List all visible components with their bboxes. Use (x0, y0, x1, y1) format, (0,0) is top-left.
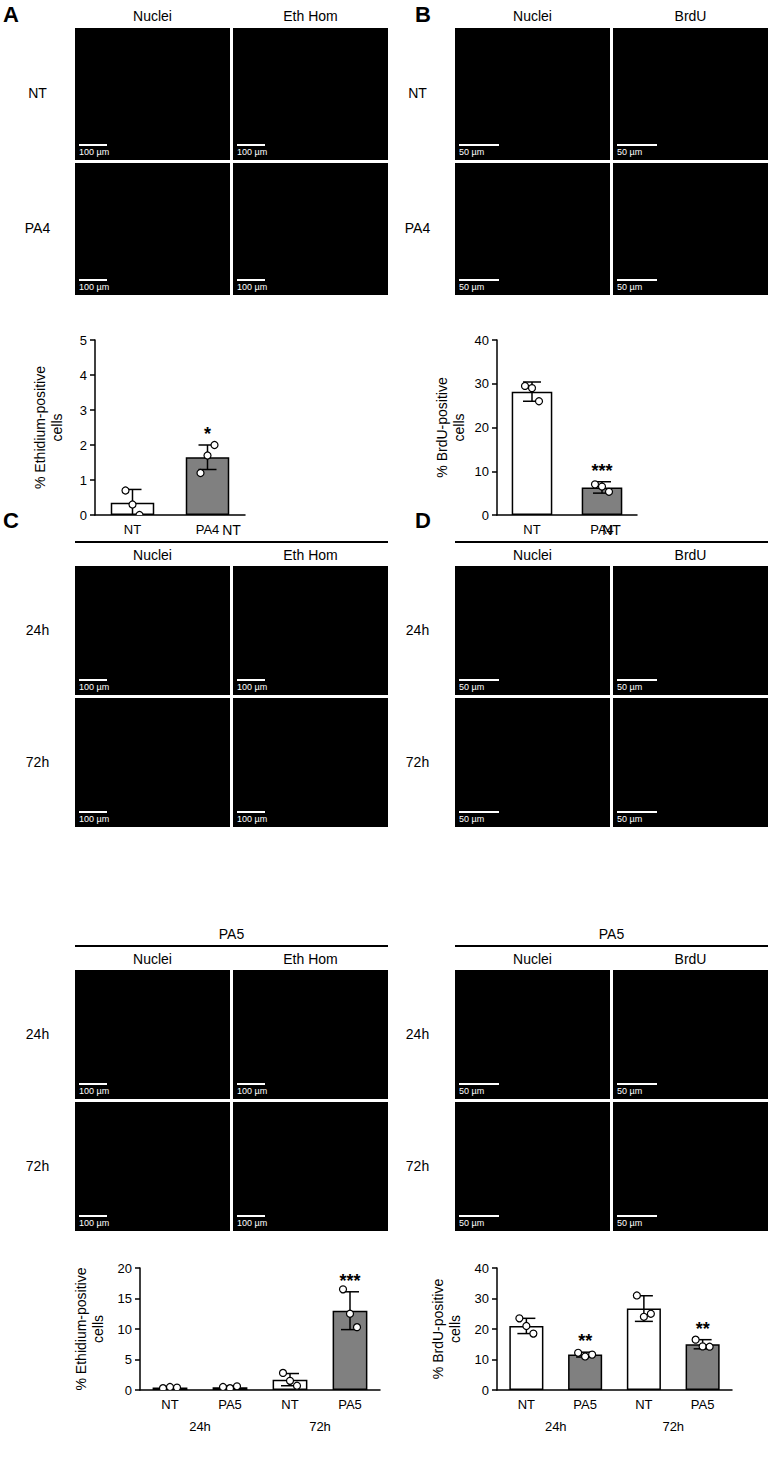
svg-text:5: 5 (125, 1352, 132, 1367)
svg-text:cells: cells (90, 1315, 106, 1343)
svg-text:72h: 72h (662, 1419, 684, 1434)
svg-text:PA5: PA5 (338, 1397, 362, 1412)
svg-text:**: ** (696, 1319, 710, 1339)
svg-text:NT: NT (281, 1397, 298, 1412)
svg-text:NT: NT (124, 522, 141, 537)
svg-text:% Ethidium-positive: % Ethidium-positive (32, 366, 48, 489)
svg-text:24h: 24h (189, 1419, 211, 1434)
svg-text:cells: cells (49, 413, 65, 441)
svg-text:PA5: PA5 (691, 1397, 715, 1412)
svg-text:0: 0 (125, 1383, 132, 1398)
svg-text:20: 20 (118, 1261, 132, 1276)
svg-text:3: 3 (80, 403, 87, 418)
svg-text:0: 0 (482, 1383, 489, 1398)
svg-text:*: * (204, 424, 211, 444)
svg-text:30: 30 (475, 1291, 489, 1306)
svg-text:2: 2 (80, 438, 87, 453)
svg-text:20: 20 (475, 420, 489, 435)
svg-text:% BrdU-positive: % BrdU-positive (430, 1279, 446, 1380)
svg-text:***: *** (339, 1271, 360, 1291)
svg-text:5: 5 (80, 333, 87, 348)
svg-text:% BrdU-positive: % BrdU-positive (434, 377, 450, 478)
svg-text:% Ethidium-positive: % Ethidium-positive (73, 1267, 89, 1390)
svg-text:PA5: PA5 (218, 1397, 242, 1412)
svg-text:PA4: PA4 (196, 522, 220, 537)
svg-text:0: 0 (482, 508, 489, 523)
svg-text:0: 0 (80, 508, 87, 523)
svg-text:PA4: PA4 (590, 522, 614, 537)
svg-text:cells: cells (447, 1315, 463, 1343)
svg-text:1: 1 (80, 473, 87, 488)
svg-text:4: 4 (80, 368, 87, 383)
svg-text:10: 10 (118, 1322, 132, 1337)
svg-text:**: ** (578, 1331, 592, 1351)
svg-text:30: 30 (475, 376, 489, 391)
svg-text:cells: cells (451, 413, 467, 441)
svg-text:40: 40 (475, 1261, 489, 1276)
svg-text:40: 40 (475, 333, 489, 348)
svg-text:NT: NT (635, 1397, 652, 1412)
svg-text:NT: NT (518, 1397, 535, 1412)
svg-text:NT: NT (161, 1397, 178, 1412)
svg-text:PA5: PA5 (573, 1397, 597, 1412)
svg-text:24h: 24h (545, 1419, 567, 1434)
svg-text:***: *** (591, 461, 612, 481)
svg-text:NT: NT (523, 522, 540, 537)
svg-text:15: 15 (118, 1291, 132, 1306)
svg-text:20: 20 (475, 1322, 489, 1337)
svg-text:10: 10 (475, 1352, 489, 1367)
svg-text:10: 10 (475, 464, 489, 479)
svg-text:72h: 72h (309, 1419, 331, 1434)
